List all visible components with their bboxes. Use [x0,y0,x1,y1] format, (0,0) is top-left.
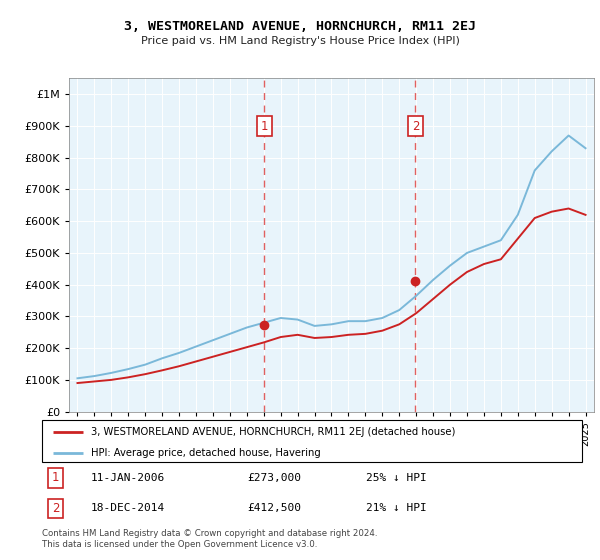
Text: 25% ↓ HPI: 25% ↓ HPI [366,473,427,483]
Text: £273,000: £273,000 [247,473,301,483]
Text: 3, WESTMORELAND AVENUE, HORNCHURCH, RM11 2EJ: 3, WESTMORELAND AVENUE, HORNCHURCH, RM11… [124,20,476,32]
Text: 11-JAN-2006: 11-JAN-2006 [91,473,165,483]
Text: 1: 1 [260,119,268,133]
FancyBboxPatch shape [42,420,582,462]
Text: 18-DEC-2014: 18-DEC-2014 [91,503,165,514]
Text: HPI: Average price, detached house, Havering: HPI: Average price, detached house, Have… [91,448,320,458]
Text: 21% ↓ HPI: 21% ↓ HPI [366,503,427,514]
Text: 3, WESTMORELAND AVENUE, HORNCHURCH, RM11 2EJ (detached house): 3, WESTMORELAND AVENUE, HORNCHURCH, RM11… [91,427,455,437]
Text: Contains HM Land Registry data © Crown copyright and database right 2024.
This d: Contains HM Land Registry data © Crown c… [42,529,377,549]
Text: 2: 2 [412,119,419,133]
Text: £412,500: £412,500 [247,503,301,514]
Text: Price paid vs. HM Land Registry's House Price Index (HPI): Price paid vs. HM Land Registry's House … [140,36,460,46]
Text: 1: 1 [52,471,59,484]
Text: 2: 2 [52,502,59,515]
